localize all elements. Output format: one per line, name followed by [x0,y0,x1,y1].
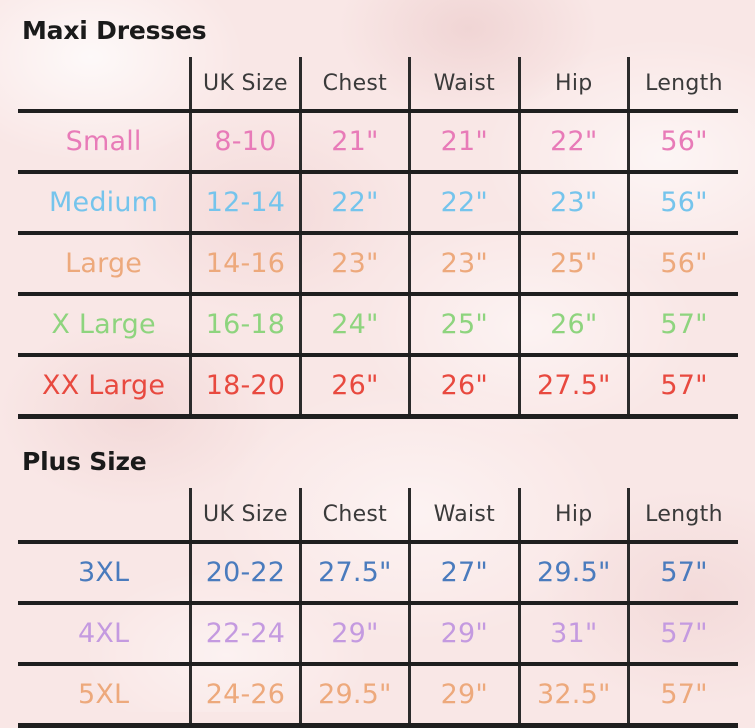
maxi-row-xxlarge-uk-size: 18-20 [189,353,301,419]
maxi-row-xlarge-hip: 26" [517,292,629,355]
maxi-header-length: Length [627,57,738,111]
plus-row-5xl-uk-size: 24-26 [189,662,301,728]
table-row: Medium 12-14 22" 22" 23" 56" [18,170,738,233]
plus-row-3xl-label: 3XL [18,540,191,603]
table-row: 4XL 22-24 29" 29" 31" 57" [18,601,738,664]
plus-row-5xl-length: 57" [627,662,738,728]
maxi-row-small-uk-size: 8-10 [189,109,301,172]
plus-row-4xl-uk-size: 22-24 [189,601,301,664]
maxi-row-small-hip: 22" [517,109,629,172]
maxi-row-medium-uk-size: 12-14 [189,170,301,233]
maxi-row-medium-chest: 22" [298,170,410,233]
maxi-row-xlarge-length: 57" [627,292,738,355]
plus-row-5xl-label: 5XL [18,662,191,728]
plus-header-length: Length [627,488,738,542]
maxi-row-xlarge-label: X Large [18,292,191,355]
plus-size-section: Plus Size UK Size Chest Waist Hip Length… [0,419,755,728]
plus-row-4xl-waist: 29" [408,601,520,664]
maxi-header-row: UK Size Chest Waist Hip Length [18,57,738,111]
maxi-header-chest: Chest [298,57,410,111]
maxi-row-small-chest: 21" [298,109,410,172]
plus-header-row: UK Size Chest Waist Hip Length [18,488,738,542]
plus-header-uk-size: UK Size [189,488,301,542]
plus-row-5xl-hip: 32.5" [517,662,629,728]
maxi-row-large-length: 56" [627,231,738,294]
maxi-header-hip: Hip [517,57,629,111]
maxi-row-xlarge-uk-size: 16-18 [189,292,301,355]
maxi-row-xxlarge-label: XX Large [18,353,191,419]
plus-row-3xl-hip: 29.5" [517,540,629,603]
plus-row-3xl-uk-size: 20-22 [189,540,301,603]
maxi-row-medium-waist: 22" [408,170,520,233]
table-row: 3XL 20-22 27.5" 27" 29.5" 57" [18,540,738,603]
table-row: Small 8-10 21" 21" 22" 56" [18,109,738,172]
size-chart-page: Maxi Dresses UK Size Chest Waist Hip Len… [18,16,738,728]
maxi-row-large-chest: 23" [298,231,410,294]
maxi-row-xxlarge-hip: 27.5" [517,353,629,419]
plus-row-3xl-length: 57" [627,540,738,603]
maxi-header-blank [18,57,191,111]
maxi-row-large-label: Large [18,231,191,294]
maxi-dresses-title: Maxi Dresses [22,16,207,45]
plus-row-4xl-chest: 29" [298,601,410,664]
plus-header-waist: Waist [408,488,520,542]
maxi-header-uk-size: UK Size [189,57,301,111]
plus-header-blank [18,488,191,542]
maxi-row-xxlarge-length: 57" [627,353,738,419]
plus-row-4xl-label: 4XL [18,601,191,664]
plus-header-chest: Chest [298,488,410,542]
maxi-row-xxlarge-waist: 26" [408,353,520,419]
plus-row-5xl-chest: 29.5" [298,662,410,728]
maxi-dresses-table: UK Size Chest Waist Hip Length Small 8-1… [18,57,738,419]
maxi-dresses-section: Maxi Dresses UK Size Chest Waist Hip Len… [18,16,738,419]
plus-row-3xl-chest: 27.5" [298,540,410,603]
plus-header-hip: Hip [517,488,629,542]
plus-row-4xl-length: 57" [627,601,738,664]
maxi-row-xlarge-chest: 24" [298,292,410,355]
plus-size-table: UK Size Chest Waist Hip Length 3XL 20-22… [18,488,738,728]
maxi-row-large-waist: 23" [408,231,520,294]
table-row: Large 14-16 23" 23" 25" 56" [18,231,738,294]
table-row: 5XL 24-26 29.5" 29" 32.5" 57" [18,662,738,728]
plus-row-5xl-waist: 29" [408,662,520,728]
table-row: X Large 16-18 24" 25" 26" 57" [18,292,738,355]
maxi-row-small-length: 56" [627,109,738,172]
maxi-row-large-hip: 25" [517,231,629,294]
maxi-row-xxlarge-chest: 26" [298,353,410,419]
plus-size-title: Plus Size [22,447,147,476]
maxi-row-large-uk-size: 14-16 [189,231,301,294]
plus-row-4xl-hip: 31" [517,601,629,664]
maxi-row-xlarge-waist: 25" [408,292,520,355]
plus-row-3xl-waist: 27" [408,540,520,603]
maxi-row-small-waist: 21" [408,109,520,172]
table-row: XX Large 18-20 26" 26" 27.5" 57" [18,353,738,419]
maxi-row-medium-label: Medium [18,170,191,233]
maxi-row-medium-hip: 23" [517,170,629,233]
maxi-row-medium-length: 56" [627,170,738,233]
maxi-header-waist: Waist [408,57,520,111]
maxi-row-small-label: Small [18,109,191,172]
